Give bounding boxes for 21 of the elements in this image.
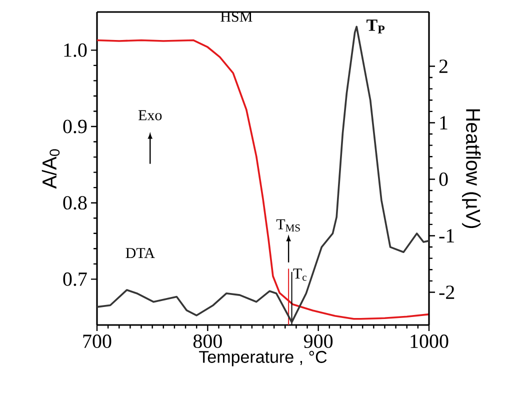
y-axis-title: A/A$_{0}$ [42,149,60,189]
x-axis-title: Temperature , °C [199,350,327,366]
y-tick-label: 0.9 [63,120,87,134]
y2-tick-label: 0 [439,172,448,186]
text: DTA [126,248,155,258]
x-tick-label: 900 [304,334,333,348]
x-tick-label: 700 [83,334,112,348]
y2-tick-label: 2 [439,60,448,73]
y2-tick-label: 1 [440,116,448,130]
y2-tick-label: -2 [439,286,454,299]
annotation: Exo [138,110,162,120]
annotation: T$_{c}$ [293,268,306,281]
y2-axis-title: Heatflow (µV) [462,109,481,228]
y2-tick-label: -1 [439,229,454,242]
y-tick-label: 0.8 [63,196,87,210]
y-tick-label: 0.7 [63,272,87,286]
x-tick-label: 1000 [410,334,448,348]
x-tick-label: 800 [193,334,222,348]
annotation: T$_{P}$ [366,20,385,34]
annotation: T$_{MS}$ [276,219,300,232]
y-tick-label: 1.0 [64,43,87,57]
